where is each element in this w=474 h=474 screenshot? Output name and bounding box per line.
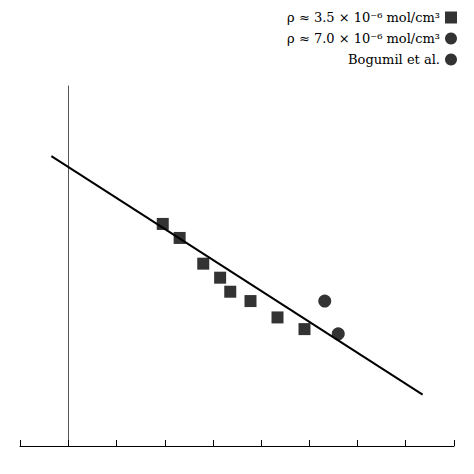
svg-text:ρ ≈ 3.5 × 10⁻⁶ mol/cm³: ρ ≈ 3.5 × 10⁻⁶ mol/cm³ — [287, 10, 440, 25]
svg-text:Bogumil et al.: Bogumil et al. — [348, 52, 440, 67]
svg-text:ρ ≈ 7.0 × 10⁻⁶ mol/cm³: ρ ≈ 7.0 × 10⁻⁶ mol/cm³ — [287, 31, 440, 46]
